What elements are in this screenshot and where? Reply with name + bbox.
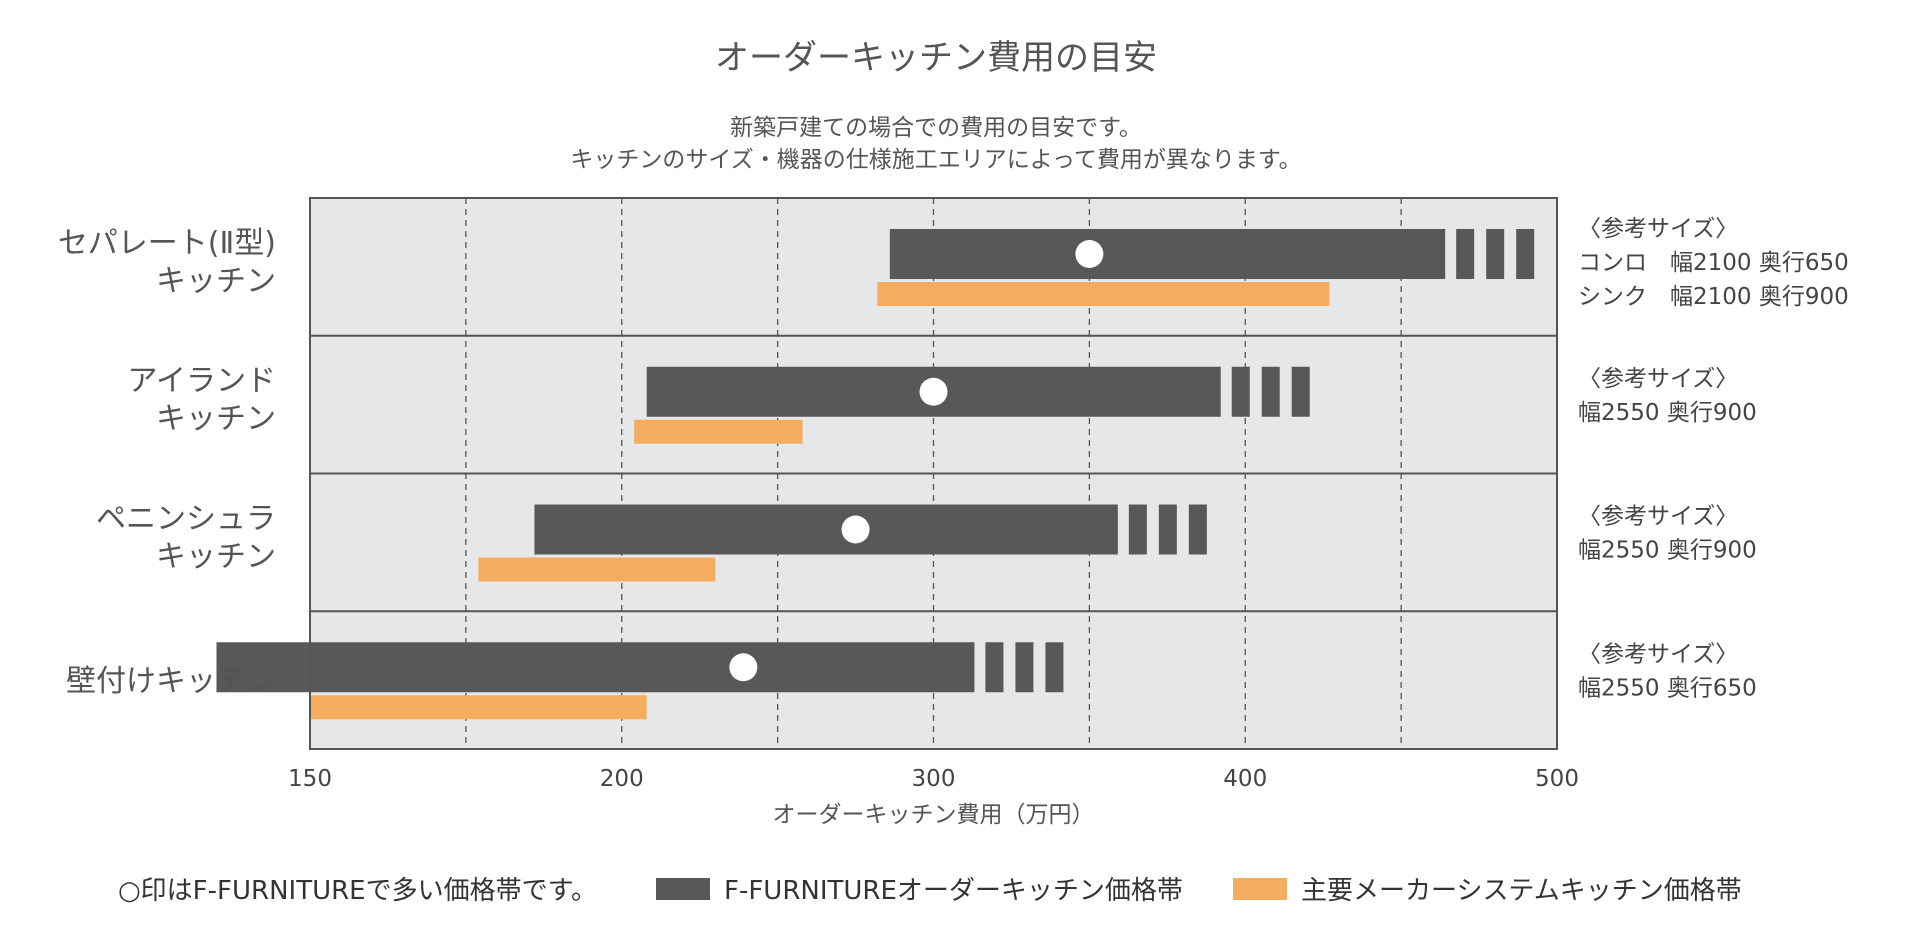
x-tick-label: 150 bbox=[288, 766, 332, 792]
dark-range-dash bbox=[1231, 366, 1250, 417]
category-label: キッチン bbox=[156, 539, 276, 574]
reference-size-text: 幅2550 奥行650 bbox=[1578, 675, 1757, 701]
dark-range-dash bbox=[1015, 642, 1034, 693]
chart-title: オーダーキッチン費用の目安 bbox=[715, 38, 1157, 78]
popular-price-marker bbox=[729, 653, 758, 682]
popular-price-marker bbox=[841, 515, 870, 544]
legend-orange-swatch bbox=[1233, 877, 1287, 900]
category-label: キッチン bbox=[156, 264, 276, 299]
popular-price-marker bbox=[919, 377, 948, 406]
legend-orange-label: 主要メーカーシステムキッチン価格帯 bbox=[1301, 876, 1742, 906]
legend-circle-note-text: ○印はF-FURNITUREで多い価格帯です。 bbox=[118, 876, 597, 906]
dark-range-dash bbox=[1456, 229, 1475, 279]
x-tick-label: 300 bbox=[912, 766, 956, 792]
reference-size-text: 幅2550 奥行900 bbox=[1578, 400, 1757, 426]
x-tick-label: 200 bbox=[600, 766, 644, 792]
legend-circle-note: ○印はF-FURNITUREで多い価格帯です。 bbox=[118, 870, 597, 907]
chart-subtitle-line-2: キッチンのサイズ・機器の仕様施工エリアによって費用が異なります。 bbox=[570, 147, 1302, 173]
legend: ○印はF-FURNITUREで多い価格帯です。 F-FURNITUREオーダーキ… bbox=[0, 870, 1909, 910]
legend-dark-item: F-FURNITUREオーダーキッチン価格帯 bbox=[656, 870, 1183, 907]
legend-dark-swatch bbox=[656, 877, 710, 900]
dark-range-bar bbox=[889, 229, 1446, 279]
x-tick-label: 400 bbox=[1223, 766, 1267, 792]
dark-range-bar bbox=[534, 504, 1118, 555]
legend-orange-item: 主要メーカーシステムキッチン価格帯 bbox=[1233, 870, 1742, 907]
category-label: キッチン bbox=[156, 402, 276, 437]
orange-range-bar bbox=[310, 695, 647, 720]
category-label: 壁付けキッチン bbox=[66, 664, 276, 699]
x-tick-label: 500 bbox=[1535, 766, 1579, 792]
reference-size-text: 〈参考サイズ〉 bbox=[1578, 504, 1738, 530]
dark-range-dash bbox=[1128, 504, 1147, 555]
orange-range-bar bbox=[634, 419, 803, 444]
dark-range-dash bbox=[1188, 504, 1207, 555]
reference-size-text: コンロ 幅2100 奥行650 bbox=[1578, 250, 1849, 276]
category-label: アイランド bbox=[128, 364, 277, 399]
dark-range-dash bbox=[985, 642, 1004, 693]
reference-size-text: 〈参考サイズ〉 bbox=[1578, 366, 1738, 392]
orange-range-bar bbox=[877, 282, 1330, 306]
plot-frame bbox=[309, 197, 1558, 750]
category-label: セパレート(Ⅱ型) bbox=[58, 226, 276, 261]
chart-subtitle-line-1: 新築戸建ての場合での費用の目安です。 bbox=[730, 115, 1142, 141]
dark-range-dash bbox=[1158, 504, 1177, 555]
reference-size-text: 幅2550 奥行900 bbox=[1578, 538, 1757, 564]
dark-range-dash bbox=[1516, 229, 1535, 279]
dark-range-bar bbox=[216, 642, 975, 693]
x-axis-label: オーダーキッチン費用（万円） bbox=[773, 802, 1095, 828]
dark-range-dash bbox=[1291, 366, 1310, 417]
dark-range-dash bbox=[1045, 642, 1064, 693]
popular-price-marker bbox=[1075, 240, 1104, 268]
reference-size-text: 〈参考サイズ〉 bbox=[1578, 641, 1738, 667]
reference-size-text: 〈参考サイズ〉 bbox=[1578, 216, 1738, 242]
dark-range-dash bbox=[1486, 229, 1505, 279]
legend-dark-label: F-FURNITUREオーダーキッチン価格帯 bbox=[724, 876, 1183, 906]
dark-range-dash bbox=[1261, 366, 1280, 417]
reference-size-text: シンク 幅2100 奥行900 bbox=[1578, 284, 1849, 310]
category-label: ペニンシュラ bbox=[96, 501, 276, 536]
orange-range-bar bbox=[478, 557, 716, 582]
